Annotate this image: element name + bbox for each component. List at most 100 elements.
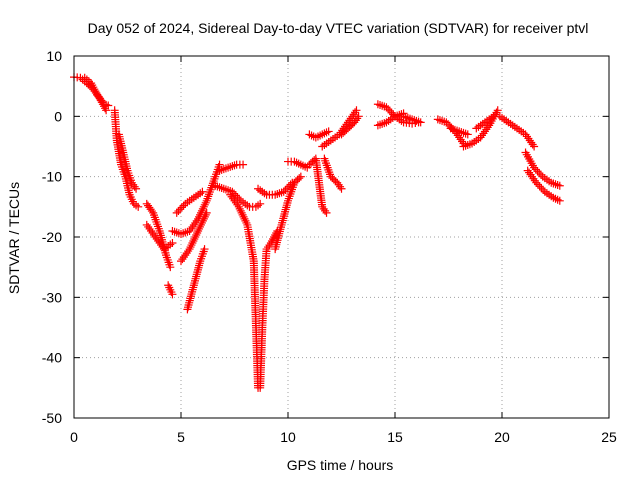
data-point bbox=[242, 218, 251, 227]
data-point bbox=[147, 207, 156, 216]
data-point bbox=[265, 241, 274, 250]
x-tick-label: 20 bbox=[494, 429, 510, 445]
data-point bbox=[192, 230, 201, 239]
data-point bbox=[195, 224, 204, 233]
data-point bbox=[166, 263, 175, 272]
data-point bbox=[88, 81, 97, 90]
data-point bbox=[87, 79, 96, 88]
data-point bbox=[237, 208, 246, 217]
data-point bbox=[229, 194, 238, 203]
data-point bbox=[234, 202, 243, 211]
data-point bbox=[148, 228, 157, 237]
data-point bbox=[91, 87, 100, 96]
data-point bbox=[198, 216, 207, 225]
data-point bbox=[336, 182, 345, 191]
data-point bbox=[168, 239, 177, 248]
data-point bbox=[322, 208, 331, 217]
data-point bbox=[174, 207, 183, 216]
data-point bbox=[319, 204, 328, 213]
data-point bbox=[555, 181, 564, 190]
data-point bbox=[187, 241, 196, 250]
x-axis-label: GPS time / hours bbox=[287, 457, 394, 473]
data-point bbox=[172, 208, 181, 217]
data-point bbox=[181, 251, 190, 260]
data-point bbox=[530, 142, 539, 151]
data-point bbox=[529, 174, 538, 183]
data-point bbox=[385, 106, 394, 115]
data-point bbox=[536, 170, 545, 179]
data-point bbox=[233, 200, 242, 209]
y-tick-label: 10 bbox=[46, 48, 62, 64]
data-point bbox=[528, 140, 537, 149]
y-tick-label: -10 bbox=[42, 169, 62, 185]
data-point bbox=[142, 220, 151, 229]
data-point bbox=[479, 129, 488, 138]
y-tick-label: -40 bbox=[42, 350, 62, 366]
x-tick-label: 0 bbox=[70, 429, 78, 445]
data-point bbox=[296, 172, 305, 181]
data-point bbox=[333, 178, 342, 187]
axis-ticks: 0 5 10 15 20 25 10 0 -10 -20 -30 -40 -50 bbox=[42, 48, 617, 445]
data-point bbox=[493, 106, 502, 115]
data-points bbox=[70, 73, 564, 392]
y-tick-label: -20 bbox=[42, 229, 62, 245]
data-point bbox=[194, 226, 203, 235]
data-point bbox=[200, 245, 209, 254]
data-point bbox=[531, 165, 540, 174]
data-point bbox=[230, 196, 239, 205]
data-point bbox=[527, 138, 536, 147]
data-point bbox=[453, 131, 462, 140]
data-point bbox=[188, 239, 197, 248]
data-point bbox=[526, 170, 535, 179]
data-point bbox=[442, 118, 451, 127]
data-point bbox=[90, 85, 99, 94]
data-point bbox=[127, 178, 136, 187]
data-point bbox=[191, 233, 200, 241]
data-point bbox=[352, 106, 361, 115]
data-point bbox=[480, 127, 489, 136]
data-point bbox=[196, 220, 205, 229]
data-point bbox=[130, 182, 139, 191]
data-point bbox=[354, 112, 363, 121]
chart-title: Day 052 of 2024, Sidereal Day-to-day VTE… bbox=[88, 20, 589, 36]
data-point bbox=[324, 127, 333, 136]
data-point bbox=[295, 174, 304, 183]
data-point bbox=[239, 160, 248, 169]
data-point bbox=[416, 118, 425, 127]
data-point bbox=[267, 237, 276, 246]
data-point bbox=[522, 132, 531, 141]
data-point bbox=[444, 120, 453, 129]
data-point bbox=[157, 241, 166, 250]
data-point bbox=[198, 187, 207, 196]
data-point bbox=[353, 114, 362, 123]
data-point bbox=[521, 130, 530, 139]
data-point bbox=[89, 83, 98, 92]
data-point bbox=[270, 233, 279, 241]
data-point bbox=[384, 105, 393, 114]
data-point bbox=[535, 169, 544, 178]
data-point bbox=[264, 243, 273, 252]
data-point bbox=[132, 184, 141, 193]
data-point bbox=[179, 253, 188, 262]
data-point bbox=[239, 212, 248, 221]
data-point bbox=[168, 290, 177, 299]
data-point bbox=[193, 228, 202, 237]
data-point bbox=[350, 118, 359, 127]
x-tick-label: 5 bbox=[177, 429, 185, 445]
data-point bbox=[387, 108, 396, 117]
data-point bbox=[188, 222, 197, 231]
data-point bbox=[200, 212, 209, 221]
data-point bbox=[186, 243, 195, 252]
data-point bbox=[535, 182, 544, 191]
data-point bbox=[240, 214, 249, 223]
data-point bbox=[147, 226, 156, 235]
data-point bbox=[283, 184, 292, 193]
data-point bbox=[482, 125, 491, 134]
x-tick-label: 15 bbox=[387, 429, 403, 445]
data-point bbox=[524, 134, 533, 143]
data-point bbox=[523, 166, 532, 175]
data-point bbox=[176, 205, 185, 214]
data-point bbox=[144, 222, 153, 231]
